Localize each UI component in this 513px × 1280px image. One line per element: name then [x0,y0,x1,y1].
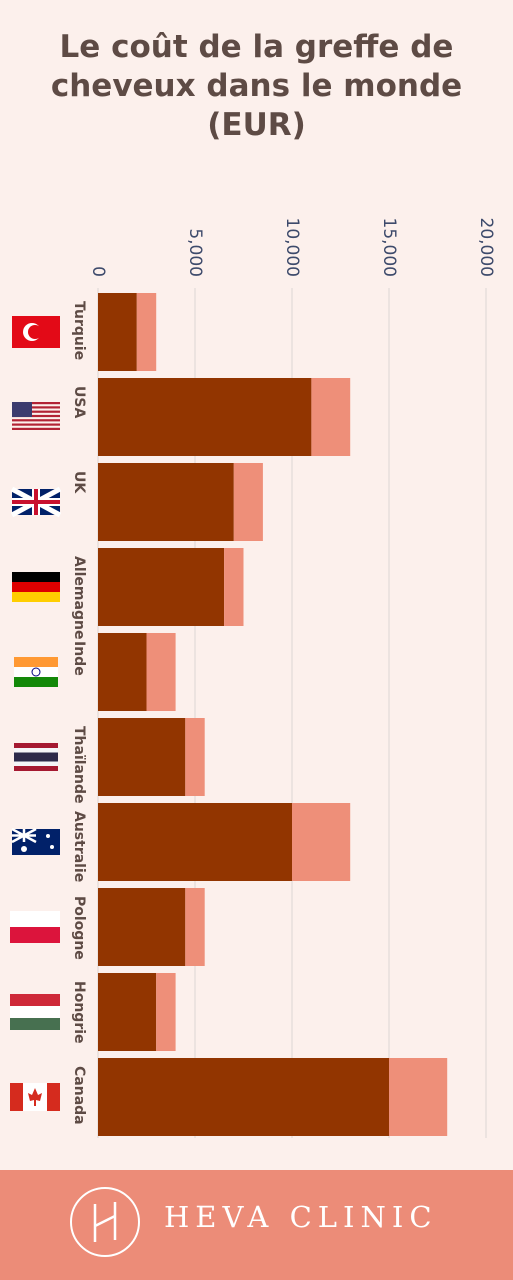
bar [224,548,244,626]
flag [12,402,32,417]
flag [10,1018,60,1030]
flag-icon [11,827,60,855]
logo-mark [93,1202,117,1242]
bar [98,293,137,371]
bar [98,973,157,1051]
bar [146,633,176,711]
flag [10,1006,60,1018]
flag [12,582,60,592]
flag [12,572,60,582]
flag-icon [14,743,58,771]
flag-icon [12,316,60,348]
flag [10,927,60,943]
bar [98,378,312,456]
flag [10,911,60,927]
flag [11,827,37,844]
y-tick-label: Allemagne [71,556,87,639]
bar [98,633,147,711]
bar [389,1058,448,1136]
flag [10,1083,23,1111]
x-tick-label: 20,000 [476,218,496,277]
flag [50,845,54,849]
flag [21,846,27,852]
bar [98,1058,389,1136]
flag-icon [10,1083,60,1111]
bar [185,888,205,966]
flag [12,592,60,602]
bar [233,463,263,541]
flag [12,489,60,515]
x-tick-label: 5,000 [185,228,205,277]
flag [14,657,58,667]
y-tick-label: Hongrie [71,981,87,1044]
bar [136,293,157,371]
flag [47,1083,60,1111]
flag-icon [10,486,62,518]
brand: HEVA CLINIC [164,1200,438,1234]
flag-icon [10,994,60,1030]
flag [28,1088,42,1106]
flag [12,402,60,405]
bar [185,718,205,796]
x-tick-label: 15,000 [379,218,399,277]
flag [12,414,60,418]
logo-ring [70,1187,140,1257]
footer: HEVA CLINIC [0,1170,513,1280]
flag [14,667,58,677]
y-tick-label: Pologne [71,896,87,960]
x-tick-label: 0 [88,266,108,277]
bar [98,803,292,881]
flag [28,325,42,339]
bar [311,378,351,456]
flag [46,834,50,838]
y-tick-label: Turquie [71,301,87,360]
flag [14,752,58,762]
y-tick-label: Inde [71,641,87,676]
flag-icon [12,402,60,430]
flag-icon [14,657,58,687]
y-tick-label: UK [71,471,87,494]
bar [98,463,234,541]
flag [14,677,58,687]
flag-icon [10,911,60,943]
bar [98,548,225,626]
flag-icon [12,572,60,602]
flag [12,410,60,413]
logo [70,1187,140,1257]
flag [31,667,41,677]
bar [292,803,351,881]
bar [98,888,186,966]
y-tick-label: Thaïlande [71,726,87,804]
y-tick-label: USA [71,386,87,418]
x-tick-label: 10,000 [282,218,302,277]
flag [12,419,60,422]
y-tick-label: Canada [71,1066,87,1125]
flag [10,994,60,1006]
y-tick-label: Australie [71,811,87,882]
chart-title: Le coût de la greffe de cheveux dans le … [50,29,463,143]
bar [156,973,176,1051]
bar [98,718,186,796]
flag [12,427,60,430]
flag [12,423,60,426]
flag [12,406,60,409]
chart: 0 5,000 10,000 15,000 20,000 Turquie USA UK Alle… [10,218,496,1138]
